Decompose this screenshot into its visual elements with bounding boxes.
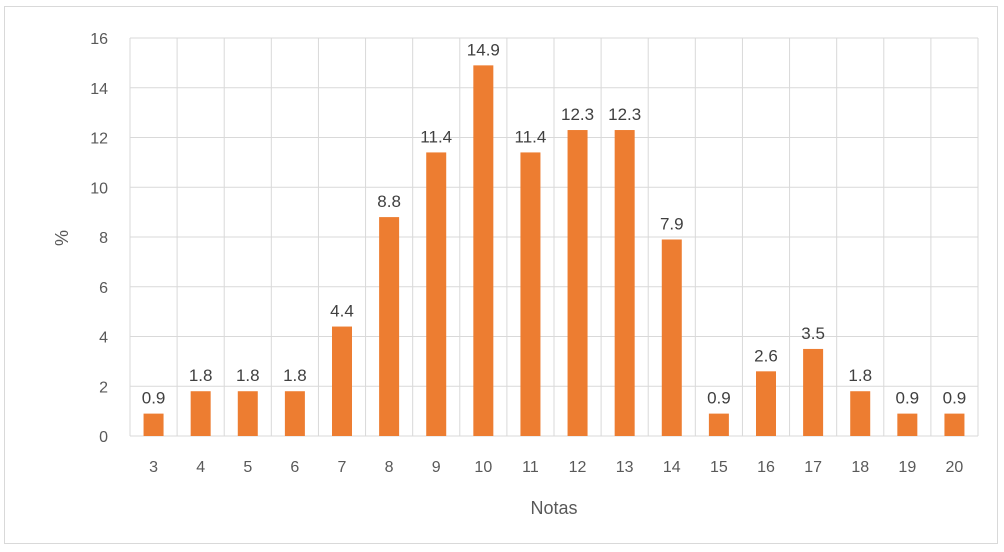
x-axis-title: Notas [530,498,577,518]
bar-8 [379,217,399,436]
bar-16 [756,371,776,436]
x-tick-label: 8 [385,459,394,476]
data-label-17: 3.5 [801,324,825,343]
y-tick-label: 12 [90,131,108,148]
bar-18 [850,391,870,436]
bar-11 [520,152,540,436]
data-label-20: 0.9 [943,389,967,408]
data-label-15: 0.9 [707,389,731,408]
data-label-5: 1.8 [236,366,260,385]
data-label-19: 0.9 [896,389,920,408]
bar-15 [709,414,729,436]
data-label-18: 1.8 [848,366,872,385]
data-label-14: 7.9 [660,214,684,233]
y-tick-label: 4 [99,330,108,347]
bar-9 [426,152,446,436]
y-tick-label: 16 [90,31,108,48]
x-tick-label: 3 [149,459,158,476]
y-tick-label: 8 [99,230,108,247]
data-label-6: 1.8 [283,366,307,385]
bar-6 [285,391,305,436]
x-tick-label: 19 [898,459,916,476]
y-tick-label: 6 [99,280,108,297]
data-label-3: 0.9 [142,389,166,408]
bar-3 [144,414,164,436]
data-label-12: 12.3 [561,105,594,124]
x-tick-label: 20 [946,459,964,476]
x-tick-label: 9 [432,459,441,476]
bar-19 [897,414,917,436]
x-tick-label: 18 [851,459,869,476]
x-tick-label: 15 [710,459,728,476]
x-tick-label: 10 [474,459,492,476]
x-tick-label: 5 [243,459,252,476]
bar-5 [238,391,258,436]
bar-7 [332,327,352,436]
x-tick-label: 16 [757,459,775,476]
bar-4 [191,391,211,436]
bar-20 [944,414,964,436]
bar-13 [615,130,635,436]
bar-12 [568,130,588,436]
data-label-7: 4.4 [330,302,354,321]
data-label-13: 12.3 [608,105,641,124]
data-label-10: 14.9 [467,40,500,59]
x-tick-label: 4 [196,459,205,476]
x-tick-label: 12 [569,459,587,476]
x-axis-ticks: 3 4 5 6 7 8 9 10 11 12 13 14 15 16 17 18 19 20 [149,459,963,476]
y-axis-ticks: 0 2 4 6 8 10 12 14 16 [90,31,108,446]
data-label-4: 1.8 [189,366,213,385]
y-tick-label: 2 [99,379,108,396]
y-tick-label: 14 [90,81,108,98]
x-tick-label: 6 [290,459,299,476]
data-label-11: 11.4 [515,127,547,146]
x-tick-label: 14 [663,459,681,476]
x-tick-label: 7 [338,459,347,476]
data-label-16: 2.6 [754,346,778,365]
bar-10 [473,65,493,436]
bar-14 [662,239,682,436]
y-tick-label: 0 [99,429,108,446]
data-label-9: 11.4 [420,127,452,146]
x-tick-label: 17 [804,459,822,476]
y-axis-title: % [52,230,72,246]
x-tick-label: 13 [616,459,634,476]
data-label-8: 8.8 [377,192,401,211]
y-tick-label: 10 [90,180,108,197]
bar-17 [803,349,823,436]
x-tick-label: 11 [522,459,539,476]
